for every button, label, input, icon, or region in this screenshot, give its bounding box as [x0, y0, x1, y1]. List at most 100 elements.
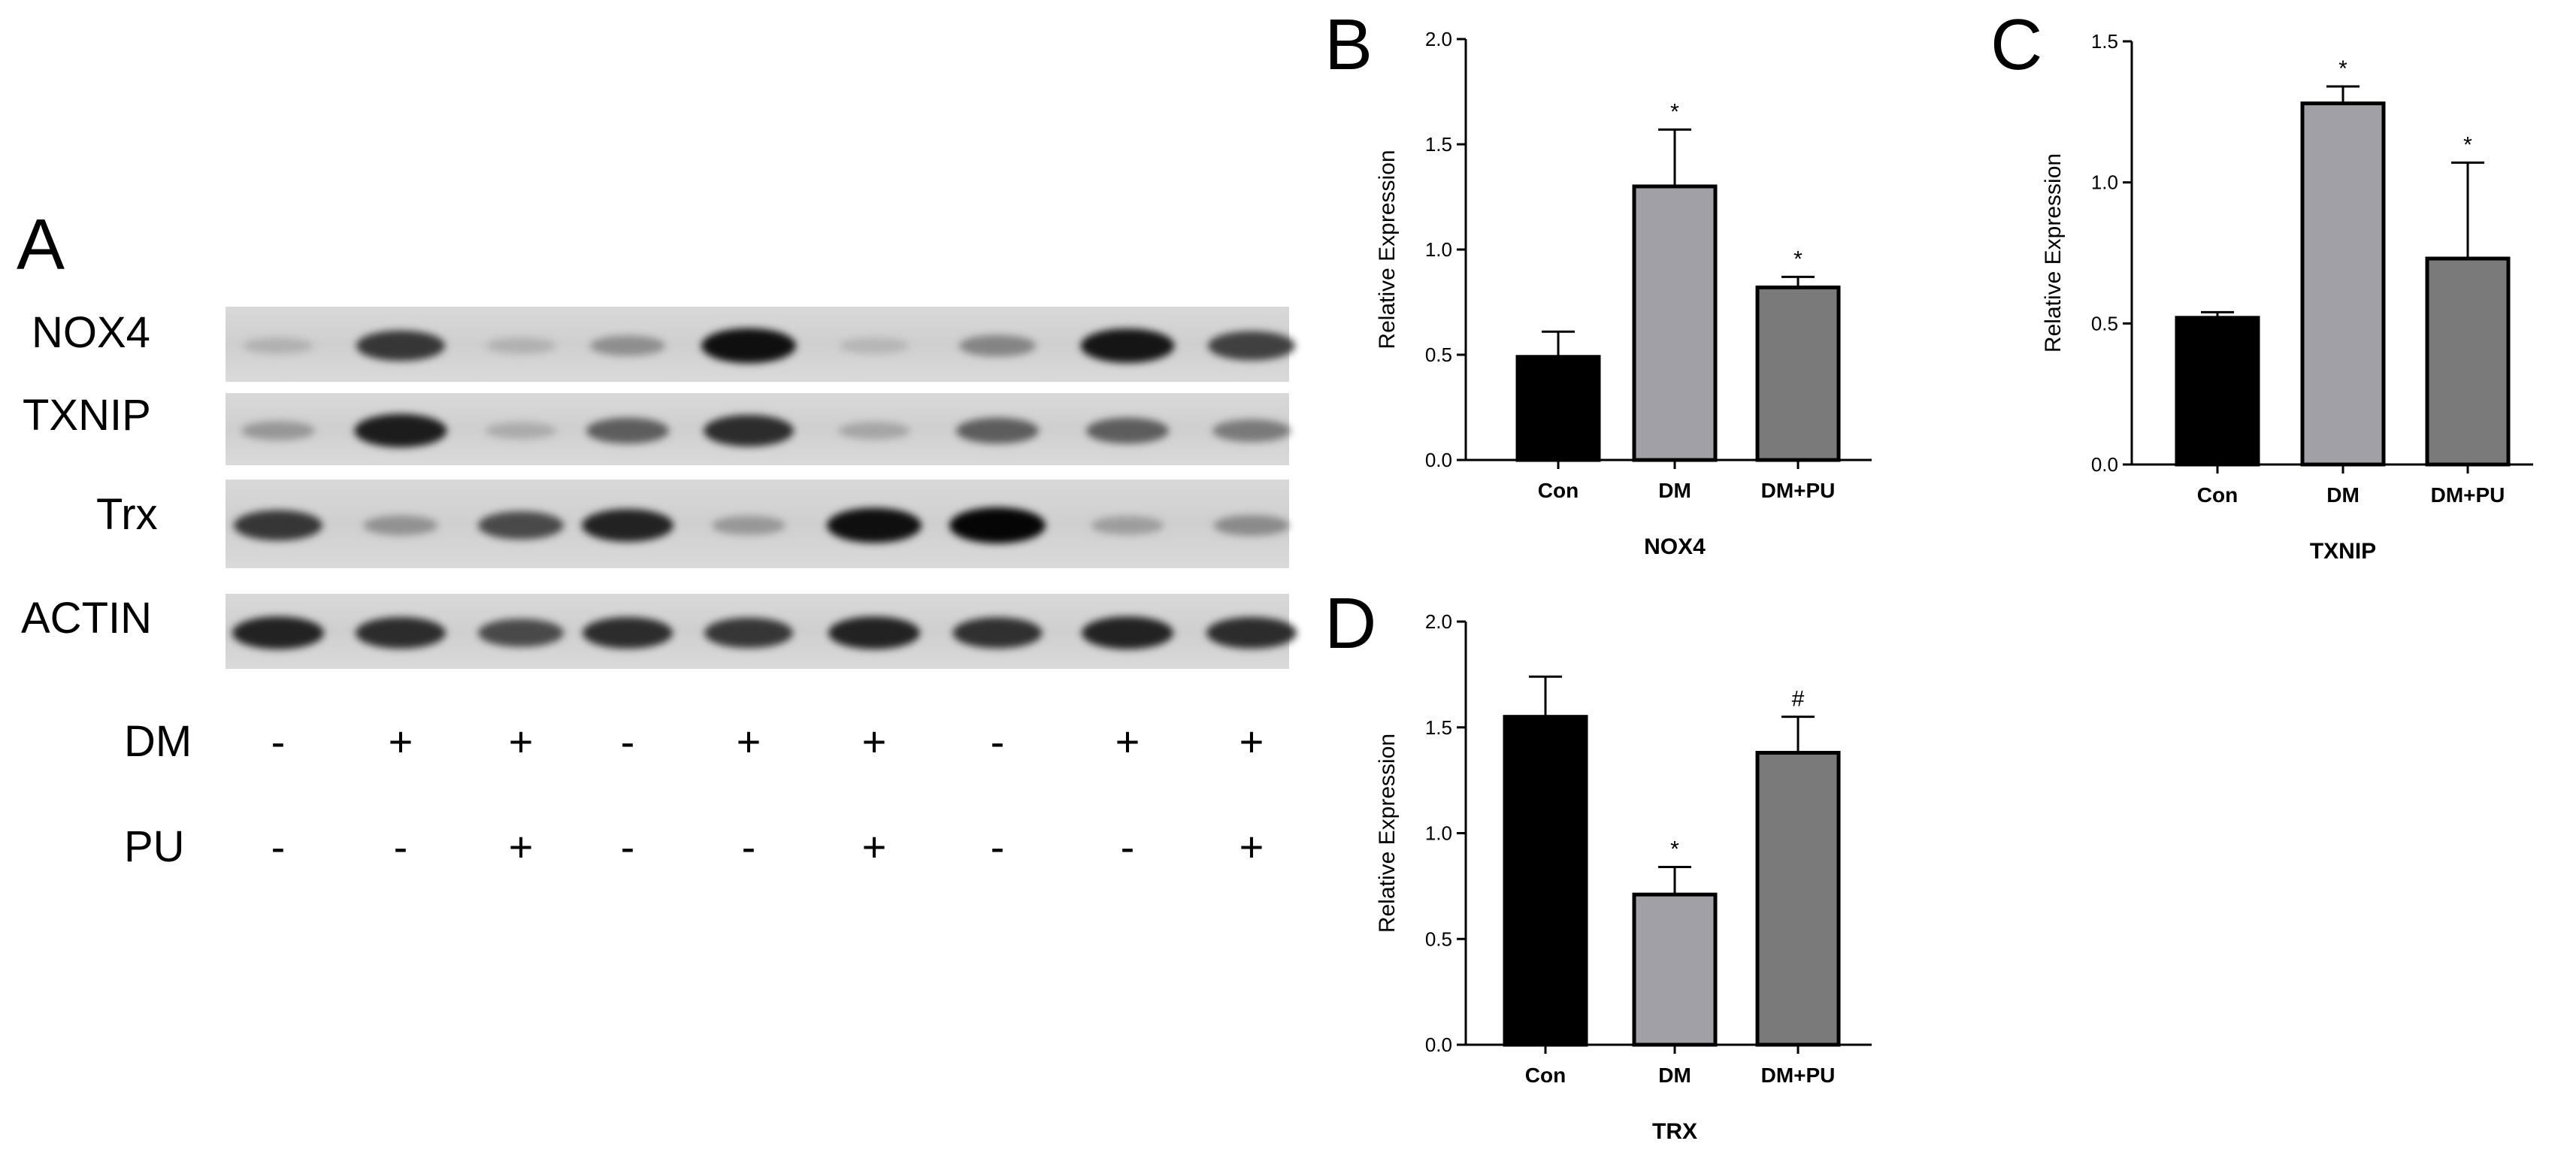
- panel-letter-d: D: [1324, 583, 1376, 664]
- condition-sign: -: [991, 823, 1005, 870]
- y-tick-label: 1.5: [1425, 716, 1452, 739]
- y-tick-label: 2.0: [1425, 610, 1452, 633]
- blot-band: [478, 511, 564, 540]
- condition-sign: -: [621, 823, 635, 870]
- condition-sign: +: [1240, 823, 1264, 870]
- bar-dm-plus-pu: [1755, 285, 1841, 462]
- x-tick-label: DM+PU: [1761, 1064, 1836, 1087]
- significance-mark: *: [1670, 99, 1679, 124]
- x-tick-label: DM+PU: [1761, 479, 1836, 502]
- blot-band: [838, 422, 910, 440]
- y-tick-label: 1.0: [2091, 171, 2118, 194]
- y-tick-label: 1.0: [1425, 822, 1452, 845]
- blot-band: [478, 619, 564, 647]
- panel-letter-b: B: [1324, 5, 1373, 85]
- blot-band: [356, 617, 446, 649]
- condition-sign: -: [394, 823, 408, 870]
- blot-row-label: ACTIN: [21, 594, 152, 643]
- bar-dm: [1632, 892, 1718, 1047]
- blot-band: [582, 509, 674, 542]
- condition-row-pu: PU - - + - - + - - +: [124, 822, 1264, 871]
- blot-band: [356, 330, 445, 362]
- x-tick-label: Con: [1525, 1064, 1566, 1087]
- blot-band: [354, 413, 447, 448]
- condition-row-dm: DM - + + - + + - + +: [124, 717, 1264, 766]
- y-tick-label: 2.0: [1425, 28, 1452, 50]
- panel-letter-c: C: [1990, 5, 2042, 85]
- condition-sign: +: [737, 718, 761, 765]
- y-tick-label: 0.5: [1425, 927, 1452, 950]
- bar-dm-plus-pu: [1755, 751, 1841, 1047]
- y-tick-label: 0.0: [2091, 453, 2118, 476]
- chart-nox4: 0.0 0.5 1.0 1.5 2.0 Relative Expression Con * DM…: [1375, 28, 1872, 559]
- condition-sign: +: [389, 718, 413, 765]
- blot-band: [586, 417, 669, 444]
- x-axis-title: TRX: [1652, 1119, 1697, 1144]
- x-tick-label: DM+PU: [2431, 483, 2505, 507]
- y-tick-label: 1.0: [1425, 238, 1452, 261]
- blot-band: [1208, 331, 1295, 361]
- condition-sign: -: [1121, 823, 1135, 870]
- condition-sign: -: [271, 718, 286, 765]
- blot-rows: NOX4 TXNIP Trx ACTIN: [21, 307, 1297, 669]
- condition-rows: DM - + + - + + - + + PU - - + - - + - - +: [124, 717, 1264, 871]
- blot-band: [949, 507, 1046, 543]
- blot-band: [701, 328, 796, 364]
- blot-band: [952, 617, 1043, 649]
- blot-band: [712, 516, 786, 535]
- significance-mark: *: [1670, 837, 1679, 862]
- condition-sign: +: [509, 718, 534, 765]
- blot-band: [243, 337, 313, 354]
- condition-sign: +: [862, 718, 887, 765]
- blot-band: [1080, 328, 1175, 363]
- y-tick-label: 0.0: [1425, 1033, 1452, 1056]
- blot-row-label: TXNIP: [23, 391, 151, 440]
- blot-band: [1206, 617, 1297, 649]
- blot-band: [363, 515, 438, 536]
- condition-sign: +: [862, 823, 887, 870]
- chart-txnip: 0.0 0.5 1.0 1.5 Relative Expression Con * DM * DM…: [2041, 30, 2533, 564]
- blot-band: [1086, 417, 1169, 444]
- bar-dm: [1632, 184, 1718, 462]
- blot-band: [840, 337, 909, 354]
- y-tick-label: 0.5: [2091, 312, 2118, 334]
- blot-band: [827, 507, 922, 543]
- y-axis-label: Relative Expression: [2041, 153, 2066, 353]
- condition-sign: +: [1115, 718, 1140, 765]
- condition-sign: +: [509, 823, 534, 870]
- blot-band: [828, 616, 920, 649]
- blot-band: [1213, 515, 1290, 536]
- y-tick-label: 0.5: [1425, 343, 1452, 366]
- blot-row-txnip: TXNIP: [23, 391, 1291, 465]
- blot-row-nox4: NOX4: [32, 307, 1295, 382]
- x-tick-label: Con: [2197, 483, 2238, 507]
- blot-band: [234, 510, 322, 541]
- blot-band: [590, 335, 665, 356]
- panel-letter-a: A: [17, 204, 65, 285]
- condition-sign: -: [621, 718, 635, 765]
- y-tick-label: 1.5: [2091, 30, 2118, 53]
- blot-band: [232, 616, 324, 649]
- significance-mark: #: [1792, 687, 1805, 712]
- bar-con: [2175, 316, 2260, 467]
- x-tick-label: DM: [1658, 479, 1691, 502]
- blot-band: [1091, 516, 1164, 535]
- bar-dm-plus-pu: [2425, 256, 2511, 467]
- y-axis-label: Relative Expression: [1375, 150, 1400, 349]
- blot-band: [1082, 616, 1173, 649]
- condition-label: DM: [124, 717, 192, 766]
- condition-sign: +: [1240, 718, 1264, 765]
- y-axis-label: Relative Expression: [1375, 734, 1400, 933]
- bar-con: [1503, 715, 1588, 1047]
- y-tick-label: 1.5: [1425, 133, 1452, 156]
- x-tick-label: DM: [1658, 1064, 1691, 1087]
- blot-band: [583, 617, 673, 649]
- condition-sign: -: [271, 823, 286, 870]
- significance-mark: *: [2463, 132, 2472, 157]
- blot-band: [241, 421, 315, 440]
- blot-row-trx: Trx: [96, 480, 1290, 568]
- panel-a-western-blot: A NOX4 TXNIP Trx ACTIN DM - + + - + + - + + PU - - + - - + -…: [17, 204, 1297, 871]
- blot-band: [959, 334, 1036, 357]
- blot-band: [1212, 419, 1291, 442]
